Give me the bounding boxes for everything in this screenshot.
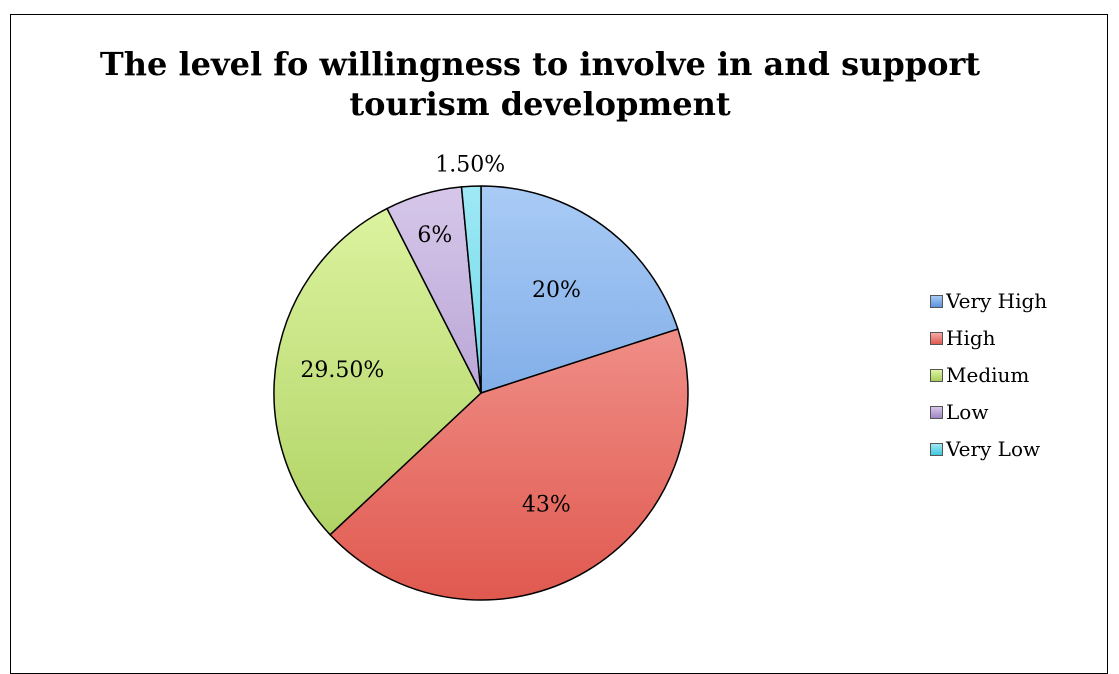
data-label-low: 6% — [417, 223, 452, 248]
data-label-medium: 29.50% — [300, 358, 384, 383]
pie-slice-high — [329, 328, 689, 601]
legend-swatch-medium — [930, 368, 943, 382]
pie-slice-very-low — [460, 185, 482, 394]
legend-item-low: Low — [930, 399, 1047, 425]
chart-title-line-2: tourism development — [349, 85, 731, 123]
legend-swatch-low — [930, 405, 943, 419]
legend-swatch-very-high — [930, 294, 943, 308]
pie-slice-very-high — [480, 185, 679, 394]
legend-swatch-high — [930, 331, 943, 345]
legend-label-low: Low — [946, 400, 989, 424]
legend-label-very-low: Very Low — [946, 437, 1041, 461]
pie-slices — [273, 185, 689, 601]
legend-label-medium: Medium — [946, 363, 1030, 387]
legend: Very High High Medium Low Very Low — [930, 288, 1047, 473]
legend-item-high: High — [930, 325, 1047, 351]
data-label-very-high: 20% — [532, 278, 581, 303]
pie-data-labels: 20% 43% 29.50% 6% 1.50% — [300, 152, 580, 517]
pie-slice-medium — [273, 207, 482, 536]
chart-title: The level fo willingness to involve in a… — [60, 44, 1020, 124]
legend-label-very-high: Very High — [946, 289, 1048, 313]
pie-chart: 20% 43% 29.50% 6% 1.50% — [273, 152, 689, 601]
data-label-high: 43% — [522, 492, 571, 517]
legend-label-high: High — [946, 326, 996, 350]
chart-title-line-1: The level fo willingness to involve in a… — [99, 45, 981, 83]
data-label-very-low: 1.50% — [435, 152, 505, 177]
legend-item-medium: Medium — [930, 362, 1047, 388]
legend-item-very-low: Very Low — [930, 436, 1047, 462]
legend-item-very-high: Very High — [930, 288, 1047, 314]
legend-swatch-very-low — [930, 442, 943, 456]
